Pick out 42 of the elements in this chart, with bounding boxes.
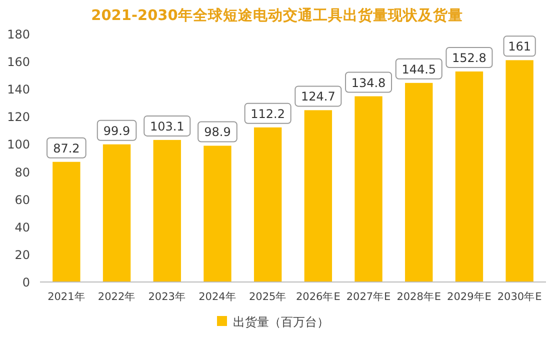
y-tick-label: 180 — [7, 28, 30, 42]
chart-title: 2021-2030年全球短途电动交通工具出货量现状及货量 — [91, 6, 463, 24]
x-tick-label: 2027年E — [346, 291, 391, 303]
data-label: 144.5 — [402, 62, 436, 76]
data-label: 152.8 — [452, 50, 486, 65]
data-label: 124.7 — [300, 90, 336, 104]
x-tick-label: 2030年E — [497, 291, 542, 303]
x-tick-label: 2028年E — [396, 291, 442, 303]
bar — [254, 127, 282, 282]
bar — [204, 146, 232, 282]
bar — [354, 96, 382, 282]
x-tick-label: 2026年E — [296, 291, 340, 303]
y-tick-label: 60 — [14, 192, 30, 207]
y-tick-label: 100 — [7, 138, 30, 152]
legend-label: 出货量（百万台） — [233, 315, 329, 329]
bar — [153, 140, 181, 282]
x-tick-label: 2022年 — [98, 291, 136, 303]
x-tick-label: 2021年 — [48, 291, 86, 303]
bar — [405, 82, 433, 282]
y-tick-label: 120 — [7, 110, 30, 124]
bar — [52, 162, 80, 282]
y-tick-label: 140 — [7, 82, 30, 97]
x-tick-label: 2025年 — [248, 291, 287, 303]
y-tick-label: 80 — [14, 165, 30, 180]
data-label: 103.1 — [150, 119, 184, 134]
data-label: 112.2 — [250, 106, 286, 121]
bar — [455, 71, 484, 282]
bar — [304, 110, 332, 282]
y-tick-label: 0 — [22, 276, 30, 290]
x-tick-label: 2024年 — [198, 291, 236, 303]
data-label: 134.8 — [351, 76, 386, 90]
bar — [506, 60, 534, 282]
data-label: 98.9 — [204, 125, 231, 140]
y-tick-label: 20 — [14, 248, 30, 262]
x-tick-label: 2029年E — [447, 291, 492, 303]
data-label: 87.2 — [53, 141, 80, 156]
y-tick-label: 40 — [14, 220, 30, 234]
bar — [102, 144, 131, 282]
x-tick-label: 2023年 — [148, 291, 186, 303]
y-tick-label: 160 — [7, 55, 30, 70]
data-label: 99.9 — [103, 124, 130, 138]
data-label: 161 — [508, 40, 532, 54]
